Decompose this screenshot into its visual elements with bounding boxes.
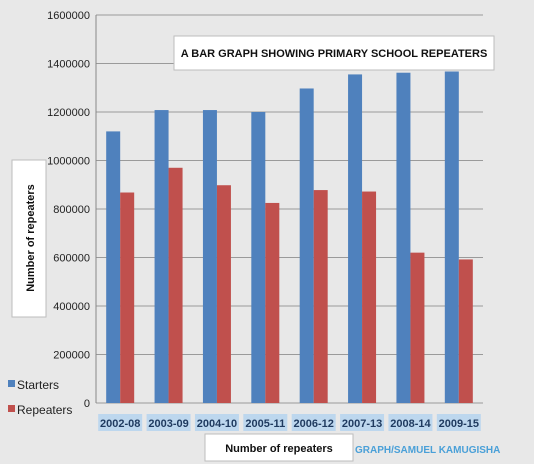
- category-label-bg: [436, 414, 481, 431]
- y-tick-label: 1000000: [47, 156, 90, 168]
- bar-starters-2009-15: [444, 71, 459, 403]
- y-tick-label: 200000: [53, 350, 90, 362]
- category-label: 2005-11: [245, 418, 285, 430]
- category-label-bg: [98, 414, 143, 431]
- bar-starters-2008-14: [396, 72, 411, 403]
- category-label-bg: [291, 414, 336, 431]
- bar-repeaters-2002-08: [120, 192, 135, 403]
- bar-repeaters-2006-12: [313, 190, 328, 403]
- x-axis-categories: 2002-08 2003-09 2004-10 2005-11 2006-12 2007-…: [98, 414, 481, 431]
- legend-label-repeaters: Repeaters: [17, 403, 72, 417]
- bar-repeaters-2009-15: [458, 259, 473, 403]
- y-tick-label: 800000: [53, 204, 90, 216]
- category-label: 2004-10: [197, 418, 237, 430]
- category-label-bg: [194, 414, 239, 431]
- y-tick-label: 1400000: [47, 59, 90, 71]
- legend-swatch-starters: [8, 380, 15, 387]
- bar-starters-2006-12: [299, 88, 314, 403]
- x-axis-title: Number of repeaters: [225, 443, 333, 455]
- y-tick-label: 600000: [53, 253, 90, 265]
- bar-starters-2004-10: [202, 110, 217, 403]
- y-tick-label: 1200000: [47, 107, 90, 119]
- chart-title-box: [173, 35, 495, 71]
- x-axis-title-box: [204, 433, 354, 462]
- bar-starters-2007-13: [348, 74, 363, 403]
- category-label: 2007-13: [342, 418, 382, 430]
- bar-starters-2003-09: [154, 110, 169, 403]
- bars: [106, 71, 473, 403]
- bar-repeaters-2005-11: [265, 202, 280, 403]
- bar-starters-2005-11: [251, 112, 266, 403]
- bar-starters-2002-08: [106, 131, 121, 403]
- y-tick-label: 0: [84, 398, 90, 410]
- y-tick-label: 1600000: [47, 10, 90, 22]
- category-label-bg: [146, 414, 191, 431]
- chart-credit: GRAPH/SAMUEL KAMUGISHA: [355, 445, 500, 456]
- category-label: 2002-08: [100, 418, 140, 430]
- bar-repeaters-2008-14: [410, 252, 425, 403]
- category-label-bg: [388, 414, 433, 431]
- category-label: 2006-12: [294, 418, 334, 430]
- bar-repeaters-2003-09: [168, 167, 183, 403]
- bar-repeaters-2004-10: [216, 185, 231, 403]
- y-axis-title-box: [11, 159, 47, 318]
- category-label-bg: [243, 414, 288, 431]
- category-label: 2003-09: [148, 418, 188, 430]
- category-label: 2009-15: [439, 418, 479, 430]
- legend-swatch-repeaters: [8, 405, 15, 412]
- legend: Starters Repeaters: [8, 378, 72, 417]
- category-label: 2008-14: [390, 418, 431, 430]
- y-tick-label: 400000: [53, 301, 90, 313]
- legend-label-starters: Starters: [17, 378, 59, 392]
- chart-title: A BAR GRAPH SHOWING PRIMARY SCHOOL REPEA…: [181, 48, 488, 60]
- y-axis-ticks: 0 200000 400000 600000 800000 1000000 1200000 1…: [47, 10, 90, 410]
- bar-repeaters-2007-13: [362, 191, 377, 403]
- y-axis-title: Number of repeaters: [25, 184, 37, 292]
- category-label-bg: [340, 414, 385, 431]
